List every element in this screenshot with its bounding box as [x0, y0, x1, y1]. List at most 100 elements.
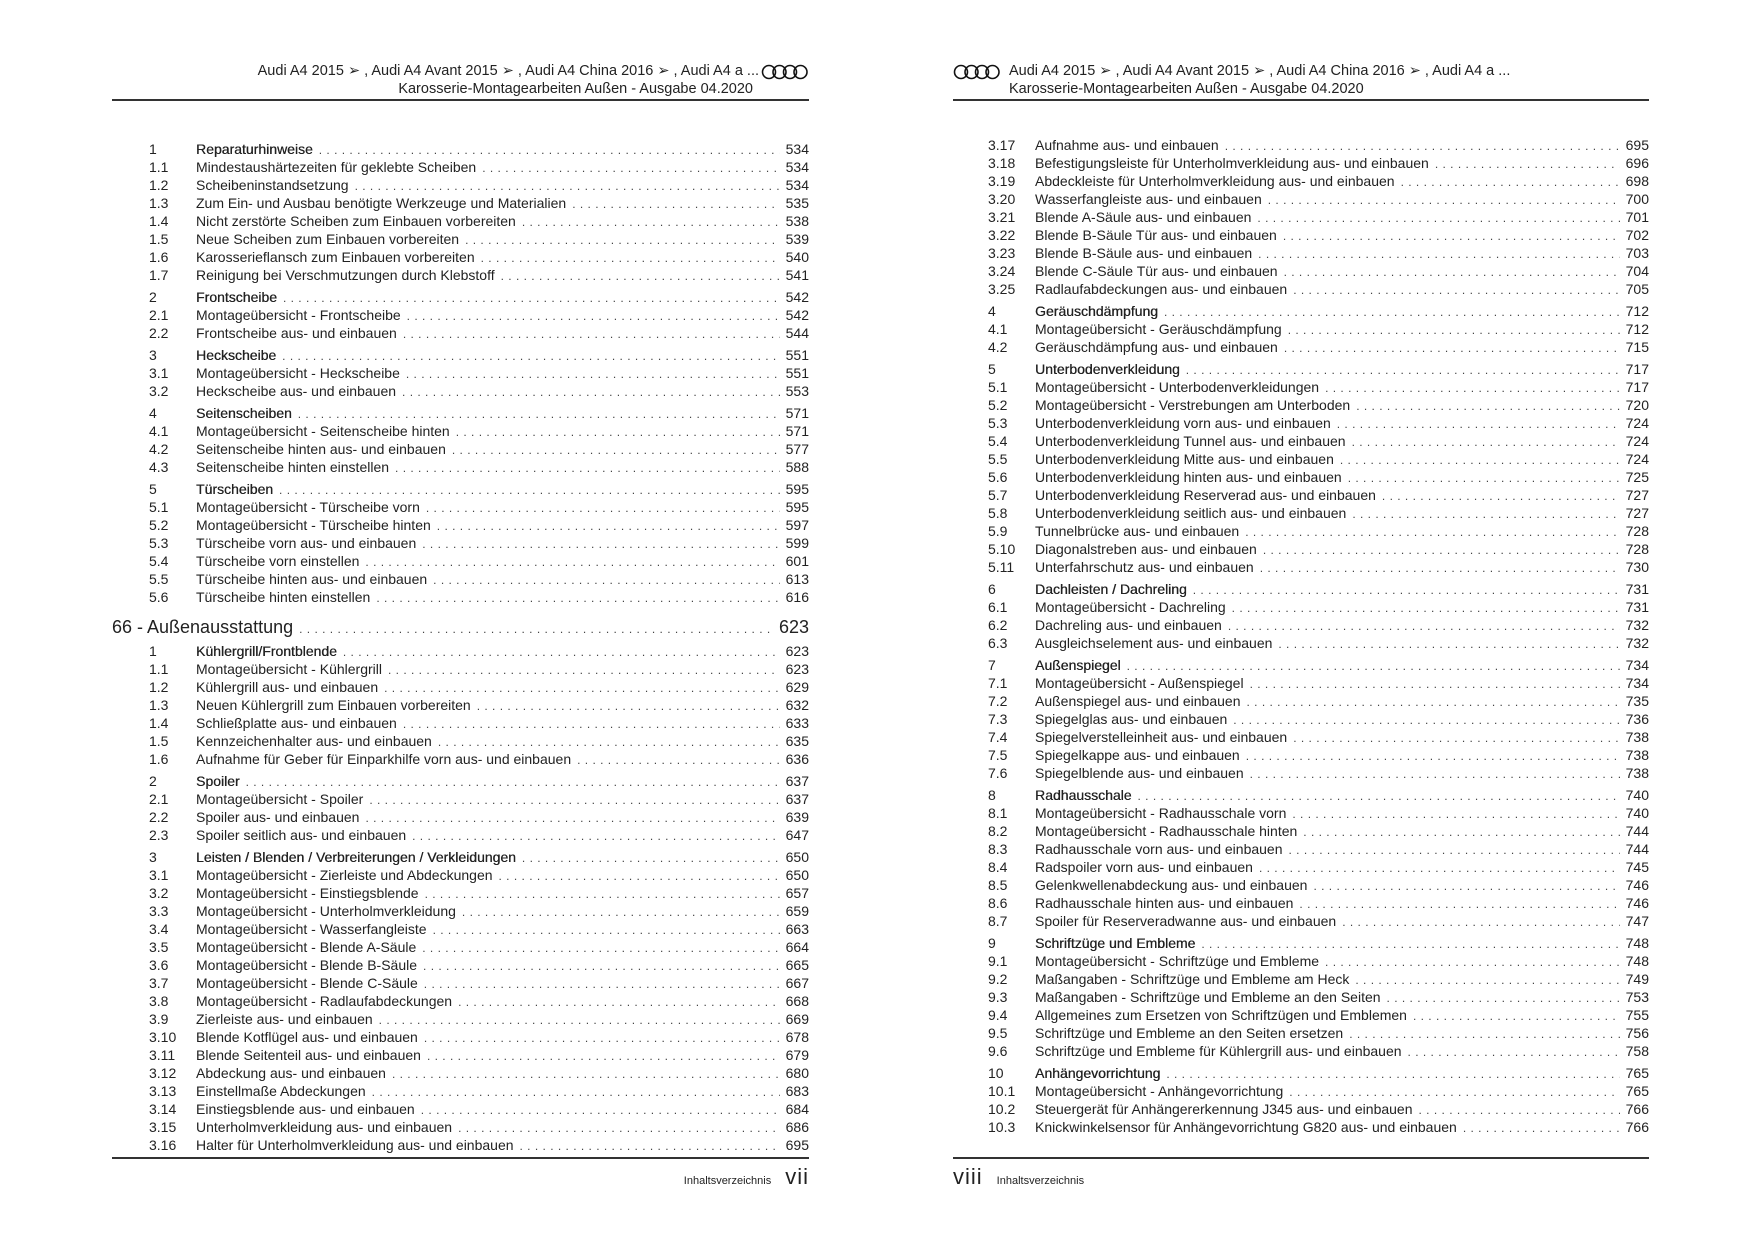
- toc-entry[interactable]: 5.6 Türscheibe hinten einstellen 616: [112, 588, 809, 606]
- toc-entry[interactable]: 3.13 Einstellmaße Abdeckungen 683: [112, 1082, 809, 1100]
- toc-entry[interactable]: 4.1 Montageübersicht - Geräuschdämpfung 71…: [953, 320, 1649, 338]
- toc-chapter-entry[interactable]: 2 Frontscheibe 542: [112, 288, 809, 306]
- toc-entry[interactable]: 8.3 Radhausschale vorn aus- und einbauen 7…: [953, 840, 1649, 858]
- toc-entry[interactable]: 4.1 Montageübersicht - Seitenscheibe hint…: [112, 422, 809, 440]
- toc-entry[interactable]: 3.21 Blende A-Säule aus- und einbauen 701: [953, 208, 1649, 226]
- toc-entry[interactable]: 1.2 Scheibeninstandsetzung 534: [112, 176, 809, 194]
- toc-entry[interactable]: 1.3 Neuen Kühlergrill zum Einbauen vorber…: [112, 696, 809, 714]
- toc-entry[interactable]: 3.5 Montageübersicht - Blende A-Säule 664: [112, 938, 809, 956]
- toc-entry[interactable]: 3.1 Montageübersicht - Zierleiste und Abd…: [112, 866, 809, 884]
- toc-entry[interactable]: 8.5 Gelenkwellenabdeckung aus- und einbau…: [953, 876, 1649, 894]
- toc-entry[interactable]: 5.7 Unterbodenverkleidung Reserverad aus-…: [953, 486, 1649, 504]
- toc-entry[interactable]: 10.1 Montageübersicht - Anhängevorrichtun…: [953, 1082, 1649, 1100]
- toc-entry[interactable]: 1.1 Mindestaushärtezeiten für geklebte Sc…: [112, 158, 809, 176]
- toc-entry[interactable]: 1.6 Aufnahme für Geber für Einparkhilfe v…: [112, 750, 809, 768]
- toc-entry[interactable]: 3.23 Blende B-Säule aus- und einbauen 703: [953, 244, 1649, 262]
- toc-entry[interactable]: 4.3 Seitenscheibe hinten einstellen 588: [112, 458, 809, 476]
- toc-entry[interactable]: 2.2 Spoiler aus- und einbauen 639: [112, 808, 809, 826]
- toc-entry[interactable]: 6.2 Dachreling aus- und einbauen 732: [953, 616, 1649, 634]
- toc-entry[interactable]: 3.24 Blende C-Säule Tür aus- und einbauen…: [953, 262, 1649, 280]
- toc-entry[interactable]: 4.2 Geräuschdämpfung aus- und einbauen 715: [953, 338, 1649, 356]
- toc-entry[interactable]: 3.12 Abdeckung aus- und einbauen 680: [112, 1064, 809, 1082]
- toc-entry[interactable]: 5.1 Montageübersicht - Türscheibe vorn 595: [112, 498, 809, 516]
- toc-entry[interactable]: 3.16 Halter für Unterholmverkleidung aus-…: [112, 1136, 809, 1154]
- toc-entry[interactable]: 7.3 Spiegelglas aus- und einbauen 736: [953, 710, 1649, 728]
- toc-entry[interactable]: 10.2 Steuergerät für Anhängererkennung J3…: [953, 1100, 1649, 1118]
- toc-entry[interactable]: 8.1 Montageübersicht - Radhausschale vorn…: [953, 804, 1649, 822]
- toc-entry[interactable]: 10.3 Knickwinkelsensor für Anhängevorrich…: [953, 1118, 1649, 1136]
- toc-entry[interactable]: 5.1 Montageübersicht - Unterbodenverkleid…: [953, 378, 1649, 396]
- toc-entry[interactable]: 2.1 Montageübersicht - Frontscheibe 542: [112, 306, 809, 324]
- toc-entry[interactable]: 3.17 Aufnahme aus- und einbauen 695: [953, 136, 1649, 154]
- toc-entry[interactable]: 1.2 Kühlergrill aus- und einbauen 629: [112, 678, 809, 696]
- toc-chapter-entry[interactable]: 5 Unterbodenverkleidung 717: [953, 360, 1649, 378]
- toc-entry[interactable]: 5.11 Unterfahrschutz aus- und einbauen 730: [953, 558, 1649, 576]
- toc-chapter-entry[interactable]: 3 Leisten / Blenden / Verbreiterungen / V…: [112, 848, 809, 866]
- toc-entry[interactable]: 5.4 Unterbodenverkleidung Tunnel aus- und…: [953, 432, 1649, 450]
- toc-entry[interactable]: 5.6 Unterbodenverkleidung hinten aus- und…: [953, 468, 1649, 486]
- toc-entry[interactable]: 3.3 Montageübersicht - Unterholmverkleidu…: [112, 902, 809, 920]
- toc-entry[interactable]: 2.1 Montageübersicht - Spoiler 637: [112, 790, 809, 808]
- toc-entry[interactable]: 1.7 Reinigung bei Verschmutzungen durch K…: [112, 266, 809, 284]
- toc-entry[interactable]: 5.5 Türscheibe hinten aus- und einbauen 61…: [112, 570, 809, 588]
- toc-entry[interactable]: 3.9 Zierleiste aus- und einbauen 669: [112, 1010, 809, 1028]
- toc-entry[interactable]: 7.5 Spiegelkappe aus- und einbauen 738: [953, 746, 1649, 764]
- toc-entry[interactable]: 2.2 Frontscheibe aus- und einbauen 544: [112, 324, 809, 342]
- toc-entry[interactable]: 3.1 Montageübersicht - Heckscheibe 551: [112, 364, 809, 382]
- toc-entry[interactable]: 8.4 Radspoiler vorn aus- und einbauen 745: [953, 858, 1649, 876]
- toc-entry[interactable]: 9.4 Allgemeines zum Ersetzen von Schriftz…: [953, 1006, 1649, 1024]
- toc-chapter-entry[interactable]: 2 Spoiler 637: [112, 772, 809, 790]
- toc-entry[interactable]: 5.8 Unterbodenverkleidung seitlich aus- u…: [953, 504, 1649, 522]
- toc-chapter-entry[interactable]: 4 Geräuschdämpfung 712: [953, 302, 1649, 320]
- toc-entry[interactable]: 6.1 Montageübersicht - Dachreling 731: [953, 598, 1649, 616]
- toc-chapter-entry[interactable]: 1 Kühlergrill/Frontblende 623: [112, 642, 809, 660]
- toc-entry[interactable]: 5.10 Diagonalstreben aus- und einbauen 728: [953, 540, 1649, 558]
- toc-entry[interactable]: 1.1 Montageübersicht - Kühlergrill 623: [112, 660, 809, 678]
- toc-entry[interactable]: 9.5 Schriftzüge und Embleme an den Seiten…: [953, 1024, 1649, 1042]
- toc-entry[interactable]: 3.4 Montageübersicht - Wasserfangleiste 66…: [112, 920, 809, 938]
- toc-entry[interactable]: 1.4 Nicht zerstörte Scheiben zum Einbauen…: [112, 212, 809, 230]
- toc-entry[interactable]: 7.2 Außenspiegel aus- und einbauen 735: [953, 692, 1649, 710]
- toc-entry[interactable]: 3.2 Montageübersicht - Einstiegsblende 657: [112, 884, 809, 902]
- toc-section-heading[interactable]: 66 - Außenausstattung 623: [112, 616, 809, 638]
- toc-entry[interactable]: 7.4 Spiegelverstelleinheit aus- und einba…: [953, 728, 1649, 746]
- toc-entry[interactable]: 5.2 Montageübersicht - Verstrebungen am U…: [953, 396, 1649, 414]
- toc-entry[interactable]: 8.7 Spoiler für Reserveradwanne aus- und …: [953, 912, 1649, 930]
- toc-entry[interactable]: 3.22 Blende B-Säule Tür aus- und einbauen…: [953, 226, 1649, 244]
- toc-entry[interactable]: 1.6 Karosserieflansch zum Einbauen vorber…: [112, 248, 809, 266]
- toc-entry[interactable]: 5.3 Türscheibe vorn aus- und einbauen 599: [112, 534, 809, 552]
- toc-chapter-entry[interactable]: 8 Radhausschale 740: [953, 786, 1649, 804]
- toc-entry[interactable]: 3.10 Blende Kotflügel aus- und einbauen 67…: [112, 1028, 809, 1046]
- toc-entry[interactable]: 8.6 Radhausschale hinten aus- und einbaue…: [953, 894, 1649, 912]
- toc-entry[interactable]: 3.20 Wasserfangleiste aus- und einbauen 70…: [953, 190, 1649, 208]
- toc-entry[interactable]: 9.2 Maßangaben - Schriftzüge und Embleme …: [953, 970, 1649, 988]
- toc-entry[interactable]: 3.2 Heckscheibe aus- und einbauen 553: [112, 382, 809, 400]
- toc-entry[interactable]: 1.5 Neue Scheiben zum Einbauen vorbereite…: [112, 230, 809, 248]
- toc-entry[interactable]: 3.18 Befestigungsleiste für Unterholmverk…: [953, 154, 1649, 172]
- toc-chapter-entry[interactable]: 1 Reparaturhinweise 534: [112, 140, 809, 158]
- toc-chapter-entry[interactable]: 5 Türscheiben 595: [112, 480, 809, 498]
- toc-chapter-entry[interactable]: 9 Schriftzüge und Embleme 748: [953, 934, 1649, 952]
- toc-chapter-entry[interactable]: 7 Außenspiegel 734: [953, 656, 1649, 674]
- toc-chapter-entry[interactable]: 6 Dachleisten / Dachreling 731: [953, 580, 1649, 598]
- toc-chapter-entry[interactable]: 10 Anhängevorrichtung 765: [953, 1064, 1649, 1082]
- toc-entry[interactable]: 9.1 Montageübersicht - Schriftzüge und Em…: [953, 952, 1649, 970]
- toc-entry[interactable]: 3.6 Montageübersicht - Blende B-Säule 665: [112, 956, 809, 974]
- toc-entry[interactable]: 8.2 Montageübersicht - Radhausschale hint…: [953, 822, 1649, 840]
- toc-entry[interactable]: 7.6 Spiegelblende aus- und einbauen 738: [953, 764, 1649, 782]
- toc-entry[interactable]: 1.4 Schließplatte aus- und einbauen 633: [112, 714, 809, 732]
- toc-entry[interactable]: 1.3 Zum Ein- und Ausbau benötigte Werkzeu…: [112, 194, 809, 212]
- toc-entry[interactable]: 9.6 Schriftzüge und Embleme für Kühlergri…: [953, 1042, 1649, 1060]
- toc-entry[interactable]: 3.14 Einstiegsblende aus- und einbauen 684: [112, 1100, 809, 1118]
- toc-entry[interactable]: 5.9 Tunnelbrücke aus- und einbauen 728: [953, 522, 1649, 540]
- toc-entry[interactable]: 3.11 Blende Seitenteil aus- und einbauen 6…: [112, 1046, 809, 1064]
- toc-entry[interactable]: 3.19 Abdeckleiste für Unterholmverkleidun…: [953, 172, 1649, 190]
- toc-entry[interactable]: 2.3 Spoiler seitlich aus- und einbauen 647: [112, 826, 809, 844]
- toc-entry[interactable]: 5.2 Montageübersicht - Türscheibe hinten 5…: [112, 516, 809, 534]
- toc-entry[interactable]: 5.4 Türscheibe vorn einstellen 601: [112, 552, 809, 570]
- toc-entry[interactable]: 5.3 Unterbodenverkleidung vorn aus- und e…: [953, 414, 1649, 432]
- toc-entry[interactable]: 4.2 Seitenscheibe hinten aus- und einbaue…: [112, 440, 809, 458]
- toc-entry[interactable]: 7.1 Montageübersicht - Außenspiegel 734: [953, 674, 1649, 692]
- toc-entry[interactable]: 1.5 Kennzeichenhalter aus- und einbauen 63…: [112, 732, 809, 750]
- toc-entry[interactable]: 3.7 Montageübersicht - Blende C-Säule 667: [112, 974, 809, 992]
